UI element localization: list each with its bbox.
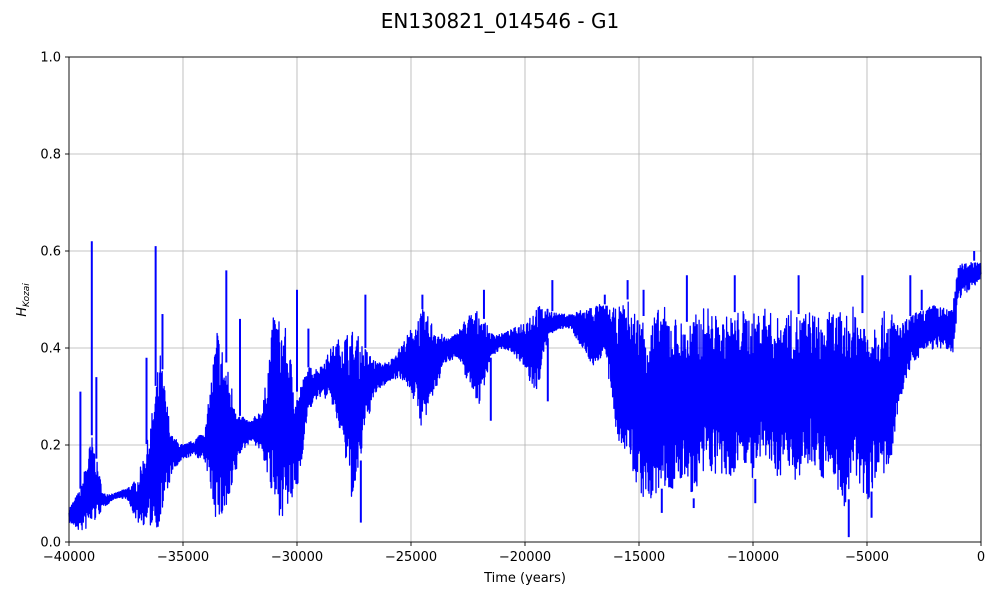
x-tick-label: −25000 (385, 550, 437, 565)
y-tick-label: 0.4 (40, 342, 61, 357)
x-tick-label: −10000 (727, 550, 779, 565)
y-axis-label-subscript: Kozai (22, 283, 32, 307)
x-tick-label: −15000 (613, 550, 665, 565)
x-tick-label: 0 (977, 550, 985, 565)
y-tick-label: 0.2 (40, 439, 61, 454)
y-axis-label: HKozai (15, 283, 32, 317)
chart-title: EN130821_014546 - G1 (381, 9, 619, 33)
y-tick-label: 0.6 (40, 245, 61, 260)
x-axis-label: Time (years) (483, 571, 566, 586)
y-axis-label-main: H (15, 307, 30, 317)
series-group (68, 241, 982, 538)
x-tick-label: −35000 (157, 550, 209, 565)
y-axis: 0.0 0.2 0.4 0.6 0.8 1.0 (40, 51, 69, 551)
y-tick-label: 0.0 (40, 536, 61, 551)
x-axis: −40000 −35000 −30000 −25000 −20000 −15000 −100… (43, 542, 985, 565)
x-tick-label: −20000 (499, 550, 551, 565)
series-line (68, 261, 982, 531)
y-tick-label: 0.8 (40, 148, 61, 163)
y-tick-label: 1.0 (40, 51, 61, 66)
x-tick-label: −40000 (43, 550, 95, 565)
x-tick-label: −5000 (845, 550, 889, 565)
x-tick-label: −30000 (271, 550, 323, 565)
